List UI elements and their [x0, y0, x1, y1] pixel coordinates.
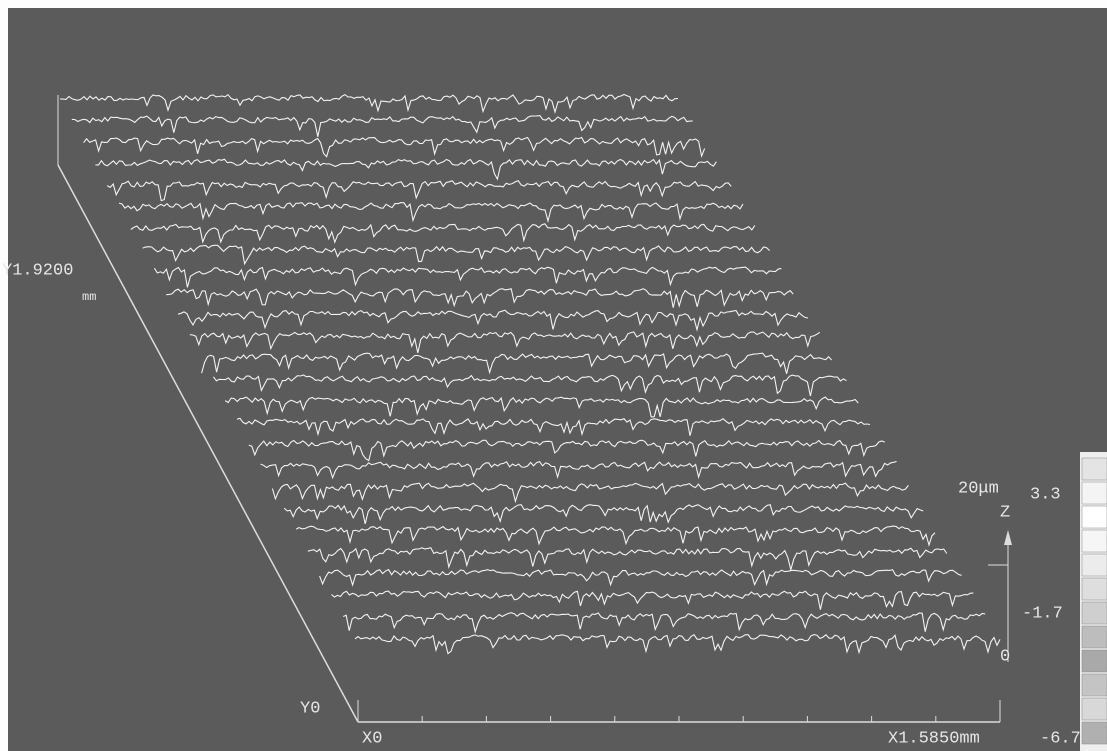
profile-line: [307, 547, 948, 572]
color-scale: [1080, 452, 1107, 751]
profile-line: [153, 266, 782, 288]
color-band: [1081, 673, 1107, 697]
scale-bottom-label: -6.7: [1040, 729, 1081, 748]
profile-line: [71, 115, 693, 137]
color-band: [1081, 721, 1107, 745]
profile-line: [248, 439, 885, 462]
profile-line: [106, 180, 732, 202]
y-axis-line: [57, 164, 359, 723]
color-band: [1081, 457, 1107, 481]
profile-line: [224, 396, 859, 418]
color-band: [1081, 505, 1107, 529]
profile-line: [142, 244, 770, 266]
profile-line: [283, 504, 924, 525]
y-min-label: Y0: [300, 699, 320, 718]
scale-top-label: 3.3: [1030, 485, 1061, 504]
color-band: [1081, 697, 1107, 721]
profiles: [59, 93, 1001, 655]
x-max-label: X1.5850mm: [888, 729, 980, 748]
profile-line: [319, 568, 962, 587]
x-ticks: [421, 716, 937, 722]
color-band: [1081, 649, 1107, 673]
profile-line: [59, 93, 679, 114]
z-arrow: [1004, 530, 1012, 545]
profile-line: [130, 223, 756, 244]
profile-line: [342, 612, 986, 634]
profile-line: [118, 202, 744, 224]
x-min-label: X0: [362, 729, 382, 748]
color-band: [1081, 529, 1107, 553]
color-band: [1081, 601, 1107, 625]
profile-line: [271, 482, 909, 504]
profile-line: [83, 136, 706, 159]
z-zero-label: 0: [1000, 647, 1010, 666]
scale-middle-label: -1.7: [1022, 604, 1063, 623]
y-unit-label: mm: [82, 290, 96, 304]
profile-line: [260, 460, 897, 480]
profile-line: [189, 331, 821, 354]
plot-background: [8, 8, 1107, 751]
profile-line: [354, 633, 1001, 655]
profile-line: [331, 590, 974, 610]
profile-line: [177, 309, 809, 332]
profile-line: [166, 288, 794, 308]
color-band: [1081, 577, 1107, 601]
profile-line: [212, 374, 847, 397]
profile-line: [236, 417, 871, 437]
color-band: [1081, 625, 1107, 649]
z-label: Z: [1000, 503, 1010, 522]
profile-line: [95, 158, 717, 181]
z-scale-label: 20μm: [958, 479, 999, 498]
y-max-label: Y1.9200: [2, 261, 73, 280]
color-band: [1081, 481, 1107, 505]
profile-line: [295, 525, 936, 547]
color-band: [1081, 553, 1107, 577]
profile-line: [201, 352, 833, 375]
